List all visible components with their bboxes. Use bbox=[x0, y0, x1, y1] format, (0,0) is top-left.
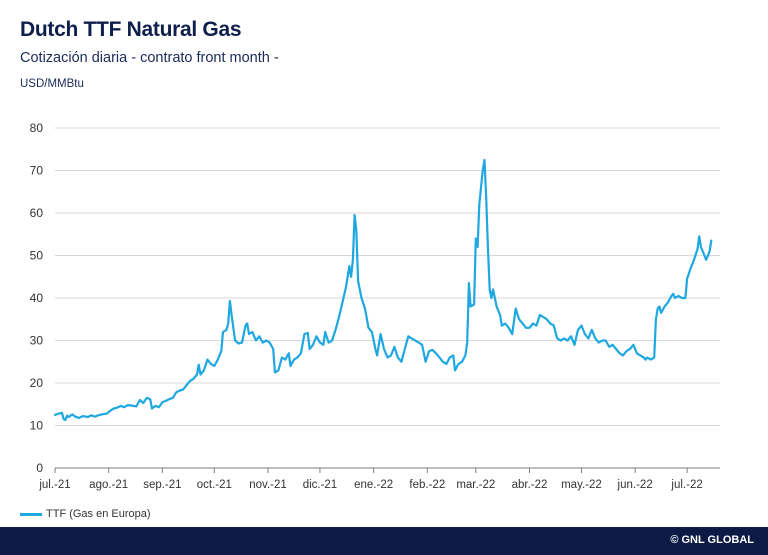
y-tick-label: 10 bbox=[30, 419, 44, 433]
x-tick-label: dic.-21 bbox=[303, 479, 338, 491]
chart-plot: 0 10 20 30 40 50 60 70 80 jul.-21 ago.-21 sep.-21 o… bbox=[30, 121, 720, 491]
chart-title: Dutch TTF Natural Gas bbox=[20, 18, 242, 41]
y-tick-label: 0 bbox=[36, 461, 43, 475]
y-tick-label: 30 bbox=[30, 334, 44, 348]
x-tick-label: ene.-22 bbox=[354, 479, 393, 491]
x-tick-label: mar.-22 bbox=[456, 479, 495, 491]
grid-lines bbox=[55, 127, 720, 426]
x-tick-label: jun.-22 bbox=[617, 479, 653, 491]
y-tick-label: 20 bbox=[30, 376, 44, 390]
y-tick-label: 40 bbox=[30, 291, 44, 305]
x-tick-label: feb.-22 bbox=[409, 479, 445, 491]
x-tick-label: may.-22 bbox=[561, 479, 602, 491]
legend-line-swatch bbox=[20, 512, 42, 516]
legend: TTF (Gas en Europa) bbox=[20, 506, 151, 522]
x-tick-label: jul.-21 bbox=[38, 479, 70, 491]
y-tick-label: 50 bbox=[30, 249, 44, 263]
y-axis-units: USD/MMBtu bbox=[20, 78, 84, 90]
y-tick-label: 60 bbox=[30, 206, 44, 220]
y-tick-label: 80 bbox=[30, 121, 44, 135]
y-tick-labels: 0 10 20 30 40 50 60 70 80 bbox=[30, 121, 44, 475]
series-line-ttf bbox=[53, 158, 713, 422]
x-tick-label: abr.-22 bbox=[512, 479, 548, 491]
legend-label: TTF (Gas en Europa) bbox=[46, 508, 151, 520]
x-tick-label: ago.-21 bbox=[89, 479, 128, 491]
y-tick-label: 70 bbox=[30, 164, 44, 178]
x-tick-label: oct.-21 bbox=[197, 479, 232, 491]
chart-subtitle: Cotización diaria - contrato front month… bbox=[20, 50, 279, 66]
x-axis: jul.-21 ago.-21 sep.-21 oct.-21 nov.-21 dic.-… bbox=[38, 467, 720, 491]
x-tick-label: sep.-21 bbox=[143, 479, 181, 491]
footer-credit: © GNL GLOBAL bbox=[670, 534, 754, 546]
footer-bar: © GNL GLOBAL bbox=[0, 527, 768, 555]
x-tick-label: nov.-21 bbox=[249, 479, 287, 491]
x-tick-label: jul.-22 bbox=[670, 479, 702, 491]
series-lines bbox=[53, 158, 713, 422]
